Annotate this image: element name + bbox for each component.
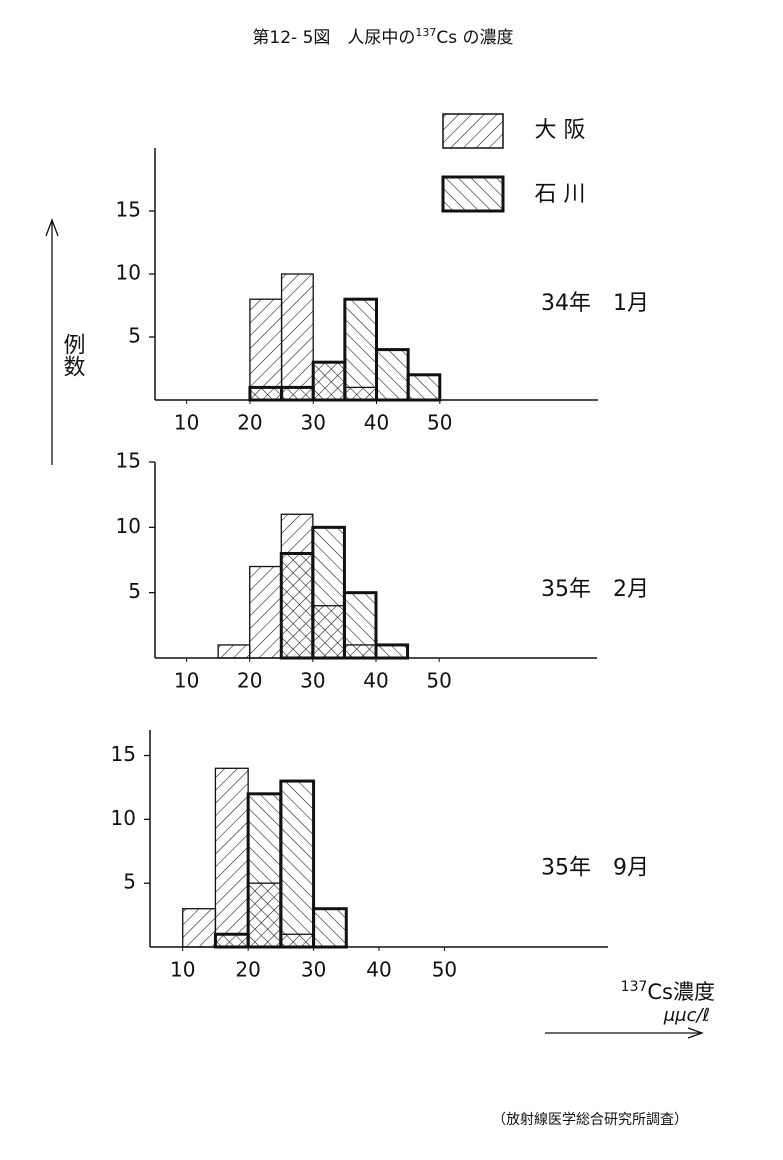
x-tick-label: 40: [364, 411, 389, 435]
x-tick-label: 10: [170, 958, 195, 982]
x-tick-label: 10: [174, 411, 199, 435]
x-tick-label: 30: [300, 411, 325, 435]
x-label-main: Cs濃度: [647, 980, 715, 1004]
bar: [280, 385, 315, 402]
bar: [312, 907, 348, 949]
bar: [213, 932, 250, 949]
y-tick-label: 5: [128, 324, 141, 348]
x-tick-label: 30: [301, 958, 326, 982]
bar: [342, 591, 378, 660]
bar: [343, 297, 379, 402]
x-label-isotope: 137: [621, 979, 648, 995]
panel-label: 34年 1月: [541, 291, 649, 316]
bar: [217, 644, 251, 659]
bar: [279, 551, 315, 660]
legend-swatch: [441, 175, 505, 213]
y-tick-label: 5: [123, 870, 136, 894]
y-arrow-head: [45, 218, 59, 237]
legend-label: 石 川: [535, 182, 586, 207]
y-tick-label: 10: [116, 514, 141, 538]
title-main: 第12- 5図 人尿中の: [252, 28, 415, 48]
x-tick-label: 10: [174, 669, 199, 693]
bar: [406, 373, 442, 402]
bar: [311, 360, 347, 402]
y-tick-label: 10: [116, 261, 141, 285]
x-label: 137Cs濃度: [621, 979, 715, 1004]
bar: [249, 298, 283, 401]
y-tick-label: 15: [116, 198, 141, 222]
x-tick-label: 20: [235, 958, 260, 982]
bar: [279, 779, 316, 949]
bar: [311, 525, 346, 660]
title-isotope: 137: [415, 26, 436, 39]
bar: [375, 348, 410, 402]
y-tick-label: 5: [128, 579, 141, 603]
legend-label: 大 阪: [535, 118, 586, 143]
y-tick-label: 15: [116, 449, 141, 473]
x-tick-label: 50: [426, 669, 451, 693]
y-tick-label: 15: [111, 742, 136, 766]
x-arrow-head: [687, 1027, 704, 1039]
bar: [182, 908, 217, 948]
title-rest: Cs の濃度: [436, 28, 513, 48]
source: （放射線医学総合研究所調査）: [492, 1112, 688, 1128]
panel-label: 35年 2月: [541, 577, 649, 602]
x-tick-label: 40: [363, 669, 388, 693]
bar: [248, 385, 284, 402]
y-label: 例数: [60, 333, 86, 377]
bar: [374, 643, 410, 660]
title: 第12- 5図 人尿中の137Cs の濃度: [252, 26, 513, 48]
y-tick-label: 10: [111, 806, 136, 830]
x-tick-label: 20: [237, 669, 262, 693]
bar: [280, 273, 314, 401]
x-tick-label: 50: [432, 958, 457, 982]
bar: [246, 792, 283, 949]
legend-swatch: [442, 113, 504, 149]
x-tick-label: 40: [366, 958, 391, 982]
x-tick-label: 20: [237, 411, 262, 435]
bar: [249, 565, 282, 659]
panel-label: 35年 9月: [541, 856, 649, 881]
x-tick-label: 30: [300, 669, 325, 693]
x-unit: μμc/ℓ: [663, 1005, 710, 1026]
x-tick-label: 50: [427, 411, 452, 435]
bar: [214, 767, 249, 948]
